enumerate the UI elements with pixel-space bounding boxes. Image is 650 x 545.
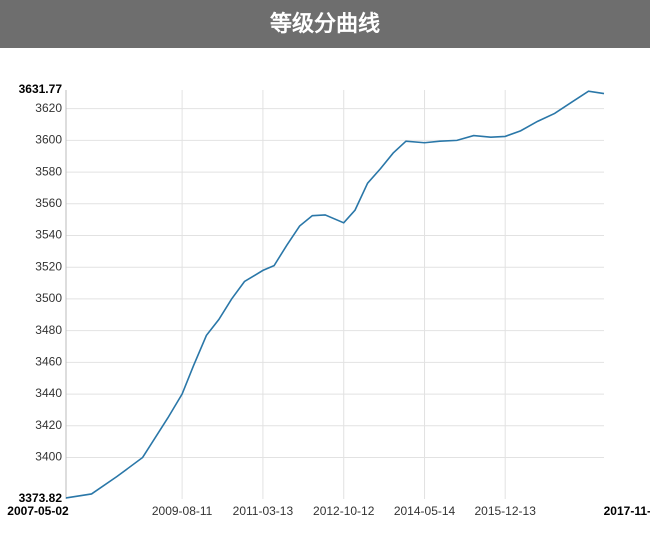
y-tick-label: 3460 bbox=[35, 355, 62, 369]
y-tick-label: 3480 bbox=[35, 323, 62, 337]
y-tick-label: 3500 bbox=[35, 291, 62, 305]
x-tick-label: 2015-12-13 bbox=[474, 504, 536, 518]
series-line bbox=[65, 90, 605, 499]
y-tick-label: 3580 bbox=[35, 164, 62, 178]
x-tick-label: 2012-10-12 bbox=[313, 504, 375, 518]
y-tick-label: 3420 bbox=[35, 418, 62, 432]
y-limit-label: 3631.77 bbox=[19, 82, 63, 96]
x-tick-label: 2011-03-13 bbox=[233, 504, 294, 518]
y-tick-label: 3600 bbox=[35, 133, 62, 147]
x-limit-label: 2007-05-02 bbox=[7, 504, 69, 518]
x-limit-label: 2017-11-20 bbox=[604, 504, 650, 518]
y-tick-label: 3520 bbox=[35, 259, 62, 273]
y-tick-label: 3620 bbox=[35, 101, 62, 115]
y-tick-label: 3400 bbox=[35, 450, 62, 464]
y-tick-label: 3440 bbox=[35, 386, 62, 400]
x-tick-label: 2014-05-14 bbox=[394, 504, 456, 518]
y-tick-label: 3560 bbox=[35, 196, 62, 210]
y-tick-label: 3540 bbox=[35, 228, 62, 242]
y-limit-label: 3373.82 bbox=[19, 491, 63, 505]
x-tick-label: 2009-08-11 bbox=[152, 504, 213, 518]
chart-title: 等级分曲线 bbox=[0, 0, 650, 48]
chart: 3400 3420 3440 3460 3480 3500 3520 3540 3560 3580… bbox=[7, 82, 650, 518]
